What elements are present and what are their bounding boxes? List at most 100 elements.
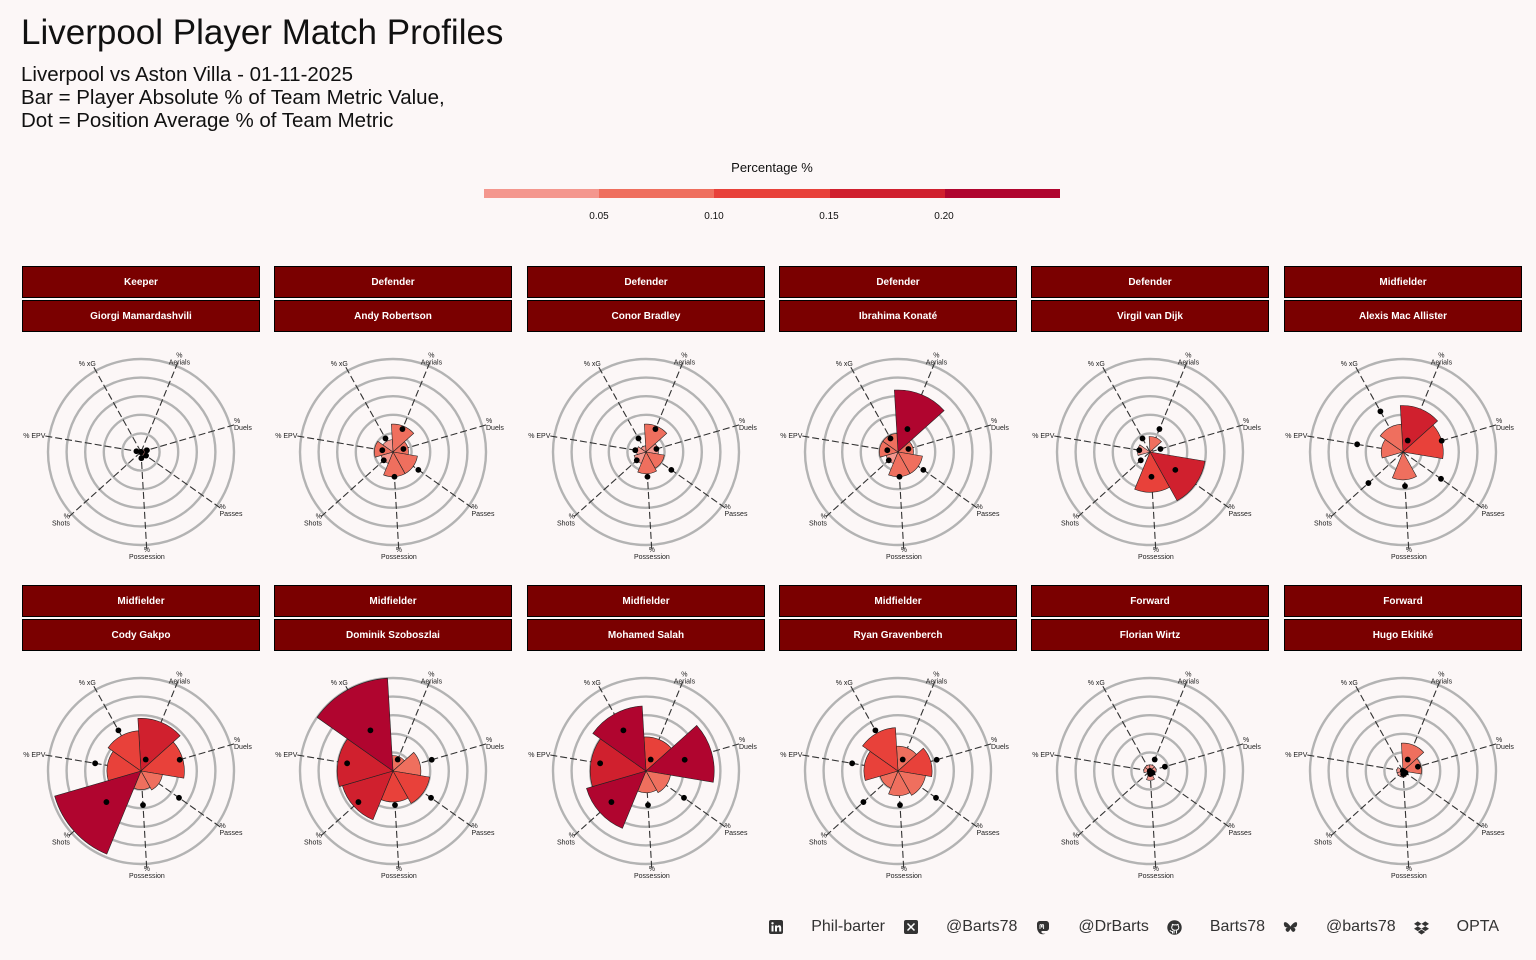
position-average-dot [645, 802, 651, 808]
radar-chart: %Aerials%Duels%Passes%Possession%Shots% … [1285, 672, 1514, 880]
axis-label: % [234, 418, 240, 425]
axis-label: % xG [836, 680, 853, 687]
axis-label: Possession [381, 873, 417, 880]
axis-spoke [1077, 770, 1151, 837]
grid-ring [859, 732, 937, 810]
axis-spoke [392, 424, 487, 453]
position-strip: Forward [1031, 585, 1269, 617]
axis-label: % [64, 514, 70, 521]
axis-label: % [396, 866, 402, 873]
grid-ring [1055, 357, 1245, 547]
grid-ring [298, 676, 488, 866]
bluesky-icon[interactable] [1283, 920, 1298, 935]
position-strip: Defender [274, 266, 512, 298]
position-average-dot [1151, 756, 1158, 763]
axis-label: Aerials [1431, 679, 1453, 686]
position-average-dot [933, 756, 940, 763]
position-average-dot [1377, 408, 1384, 415]
grid-ring [1308, 676, 1498, 866]
grid-ring [841, 714, 955, 828]
radar-chart: %Aerials%Duels%Passes%Possession%Shots% … [23, 353, 252, 561]
player-panel: Midfielder Dominik Szoboszlai% Aerials% Due… [274, 585, 512, 880]
axis-spoke [392, 681, 431, 772]
x-twitter-icon[interactable] [903, 920, 918, 935]
position-average-dot [1172, 466, 1179, 473]
axis-label: Duels [991, 744, 1009, 751]
axis-label: Shots [52, 521, 70, 528]
grid-ring [1093, 395, 1207, 509]
legend-color-block [484, 189, 600, 198]
legend-tick: 0.20 [934, 211, 954, 222]
axis-label: % [681, 353, 687, 360]
axis-label: % [1243, 737, 1249, 744]
axis-label: % [1153, 547, 1159, 554]
position-strip: Midfielder [527, 585, 765, 617]
grid-ring [84, 395, 198, 509]
axis-label: % [933, 672, 939, 679]
position-strip: Forward [1284, 585, 1522, 617]
mastodon-icon[interactable] [1035, 920, 1050, 935]
linkedin-icon[interactable] [768, 920, 783, 935]
position-average-dot [379, 447, 386, 454]
axis-label: Shots [557, 840, 575, 847]
player-panel: Forward Florian Wirtz% Aerials% Duels% Passe… [1031, 585, 1269, 880]
metric-bar [586, 770, 647, 829]
axis-label: % EPV [1285, 752, 1308, 759]
player-name-strip: Dominik Szoboszlai [274, 619, 512, 651]
position-average-dot [1161, 763, 1168, 770]
player-name-strip: Ibrahima Konaté [779, 300, 1017, 332]
grid-ring [1130, 751, 1170, 791]
metric-bar [316, 677, 394, 772]
legend-tick: 0.15 [819, 211, 839, 222]
metric-bar [894, 389, 945, 453]
axis-label: % [1185, 353, 1191, 360]
axis-label: Duels [1496, 744, 1514, 751]
axis-label: Possession [129, 873, 165, 880]
axis-label: Possession [381, 554, 417, 561]
metric-bar [137, 718, 181, 772]
grid-ring [551, 357, 741, 547]
radar-chart: %Aerials%Duels%Passes%Possession%Shots% … [275, 353, 504, 561]
axis-label: % [472, 823, 478, 830]
position-average-dot [1404, 756, 1411, 763]
radar-chart: %Aerials%Duels%Passes%Possession%Shots% … [528, 353, 757, 561]
metric-bar [644, 423, 668, 453]
axis-label: % [144, 866, 150, 873]
axis-label: Possession [1391, 554, 1427, 561]
axis-label: % [821, 833, 827, 840]
axis-label: Duels [1243, 425, 1261, 432]
axis-label: % EPV [23, 433, 46, 440]
player-name-strip: Hugo Ekitiké [1284, 619, 1522, 651]
metric-bar [1391, 451, 1417, 481]
axis-label: Passes [472, 511, 495, 518]
grid-ring [65, 376, 217, 528]
github-icon[interactable] [1167, 919, 1182, 935]
axis-label: Possession [1138, 554, 1174, 561]
axis-label: Shots [304, 521, 322, 528]
axis-label: % [428, 353, 434, 360]
grid-ring [1327, 376, 1479, 528]
axis-label: % [144, 547, 150, 554]
axis-spoke [1149, 770, 1230, 828]
position-average-dot [140, 802, 146, 808]
position-average-dot [653, 446, 660, 452]
axis-label: Possession [634, 554, 670, 561]
page-title: Liverpool Player Match Profiles [21, 13, 504, 52]
footer-label: OPTA [1456, 918, 1499, 935]
axis-label: % [725, 504, 731, 511]
axis-label: % xG [79, 680, 96, 687]
axis-label: Passes [1482, 511, 1505, 518]
axis-spoke [1402, 770, 1410, 868]
axis-label: % [569, 833, 575, 840]
axis-label: % [649, 866, 655, 873]
dropbox-icon[interactable] [1413, 920, 1429, 935]
player-name-strip: Cody Gakpo [22, 619, 260, 651]
grid-ring [1074, 376, 1226, 528]
axis-label: % [991, 737, 997, 744]
axis-label: Duels [486, 744, 504, 751]
axis-label: Passes [977, 511, 1000, 518]
axis-spoke [140, 451, 221, 509]
axis-label: % [1326, 833, 1332, 840]
position-strip: Keeper [22, 266, 260, 298]
axis-label: % [933, 353, 939, 360]
